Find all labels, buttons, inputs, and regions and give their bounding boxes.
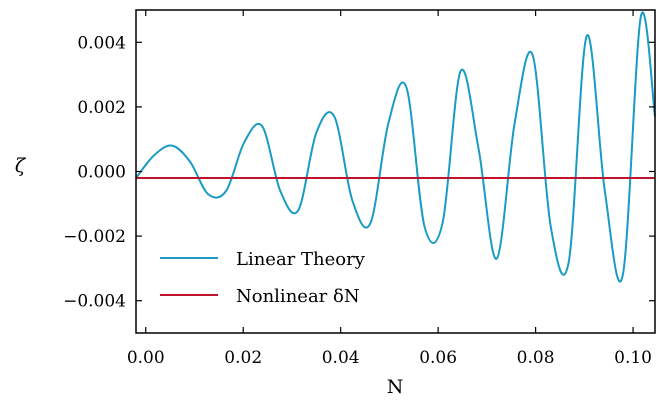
legend-label-nonlinear: Nonlinear δN	[236, 286, 360, 307]
x-axis-label: N	[387, 376, 404, 398]
x-tick-label: 0.04	[322, 348, 360, 368]
y-tick-label: −0.002	[63, 227, 126, 247]
series-line-0	[135, 11, 656, 283]
x-axis-ticks: 0.00 0.02 0.04 0.06 0.08 0.10	[127, 10, 652, 368]
y-axis-ticks: −0.004 −0.002 0.000 0.002 0.004	[63, 33, 655, 312]
legend: Linear Theory Nonlinear δN	[160, 249, 366, 307]
x-tick-label: 0.08	[517, 348, 555, 368]
x-tick-label: 0.10	[614, 348, 652, 368]
y-tick-label: 0.002	[77, 98, 126, 118]
y-tick-label: −0.004	[63, 292, 126, 312]
x-tick-label: 0.02	[224, 348, 262, 368]
x-tick-label: 0.06	[419, 348, 457, 368]
plot-frame	[135, 9, 656, 334]
y-axis-label: ζ	[15, 155, 27, 177]
y-tick-label: 0.004	[77, 33, 126, 53]
plot-lines	[135, 11, 656, 283]
x-tick-label: 0.00	[127, 348, 165, 368]
y-tick-label: 0.000	[77, 163, 126, 183]
legend-label-linear: Linear Theory	[236, 249, 366, 270]
